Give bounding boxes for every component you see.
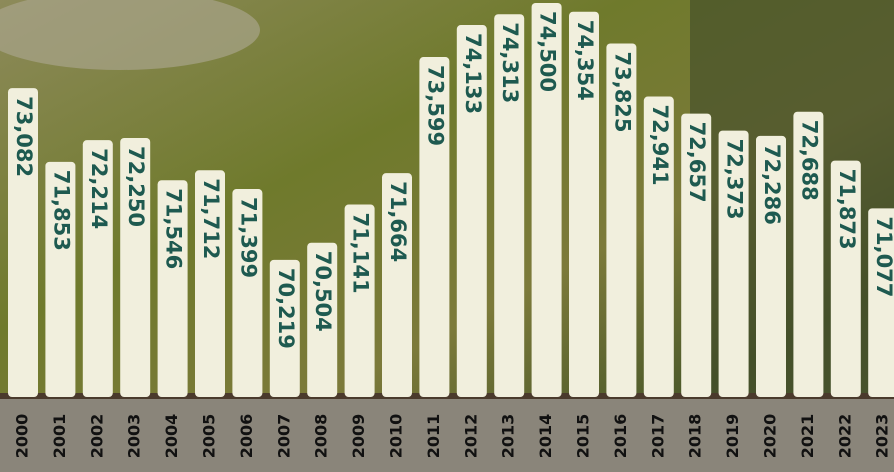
data-label: 70,504 xyxy=(311,251,335,332)
x-tick-label: 2011 xyxy=(424,414,443,459)
data-label: 71,712 xyxy=(199,178,223,259)
data-label: 71,664 xyxy=(386,181,410,262)
data-label: 71,853 xyxy=(49,170,73,251)
bar xyxy=(45,161,76,397)
x-tick-label: 2012 xyxy=(461,414,480,459)
data-label: 72,250 xyxy=(124,146,148,227)
bar xyxy=(793,111,824,397)
x-tick-label: 2016 xyxy=(611,414,630,459)
bar xyxy=(681,113,712,397)
bar xyxy=(307,242,338,397)
bar xyxy=(382,173,412,397)
data-label: 71,873 xyxy=(835,169,859,250)
x-tick-label: 2017 xyxy=(648,414,667,459)
data-label: 71,077 xyxy=(872,216,894,297)
x-tick-label: 2010 xyxy=(387,414,406,459)
x-tick-label: 2013 xyxy=(499,414,518,459)
x-tick-label: 2022 xyxy=(835,414,854,459)
data-label: 73,082 xyxy=(12,96,36,177)
data-label: 74,313 xyxy=(498,22,522,103)
rock xyxy=(0,0,260,70)
bar xyxy=(606,43,637,397)
x-tick-label: 2014 xyxy=(536,414,555,459)
data-label: 72,688 xyxy=(797,120,821,201)
bar xyxy=(120,138,151,397)
data-label: 74,500 xyxy=(536,11,560,92)
bar xyxy=(494,14,525,397)
bar xyxy=(569,11,599,397)
x-tick-label: 2006 xyxy=(237,414,256,459)
data-label: 72,941 xyxy=(648,105,672,186)
x-tick-label: 2019 xyxy=(723,414,742,459)
bar xyxy=(718,130,749,397)
x-tick-label: 2021 xyxy=(798,414,817,459)
data-label: 71,141 xyxy=(349,213,373,294)
x-tick-label: 2004 xyxy=(162,414,181,459)
data-label: 72,657 xyxy=(685,122,709,203)
x-tick-label: 2007 xyxy=(274,414,293,459)
bar xyxy=(456,25,487,398)
x-tick-label: 2003 xyxy=(125,414,144,459)
x-tick-label: 2020 xyxy=(761,414,780,459)
bar xyxy=(157,180,188,397)
bar xyxy=(232,189,263,397)
x-tick-label: 2018 xyxy=(686,414,705,459)
x-tick-label: 2009 xyxy=(349,414,368,459)
data-label: 71,546 xyxy=(162,188,186,269)
x-tick-label: 2002 xyxy=(87,414,106,459)
data-label: 74,354 xyxy=(573,20,597,101)
x-tick-label: 2015 xyxy=(574,414,593,459)
label-strip xyxy=(0,398,894,472)
x-tick-label: 2000 xyxy=(13,414,32,459)
data-label: 72,214 xyxy=(87,148,111,229)
x-tick-label: 2001 xyxy=(50,414,69,459)
bar xyxy=(756,135,786,397)
bar xyxy=(344,204,375,397)
data-label: 73,599 xyxy=(423,65,447,146)
data-label: 71,399 xyxy=(236,197,260,278)
bar xyxy=(195,170,225,397)
bar xyxy=(269,259,300,397)
bar xyxy=(868,208,894,397)
x-tick-label: 2008 xyxy=(312,414,331,459)
bar xyxy=(643,96,674,397)
bar xyxy=(830,160,861,397)
bar xyxy=(82,140,113,397)
data-label: 72,373 xyxy=(723,139,747,220)
data-label: 72,286 xyxy=(760,144,784,225)
data-label: 74,133 xyxy=(461,33,485,114)
bar xyxy=(8,88,38,397)
bar xyxy=(531,3,562,397)
x-tick-label: 2023 xyxy=(873,414,892,459)
bar xyxy=(419,57,450,398)
data-label: 73,825 xyxy=(610,52,634,133)
data-label: 70,219 xyxy=(274,268,298,349)
x-tick-label: 2005 xyxy=(200,414,219,459)
